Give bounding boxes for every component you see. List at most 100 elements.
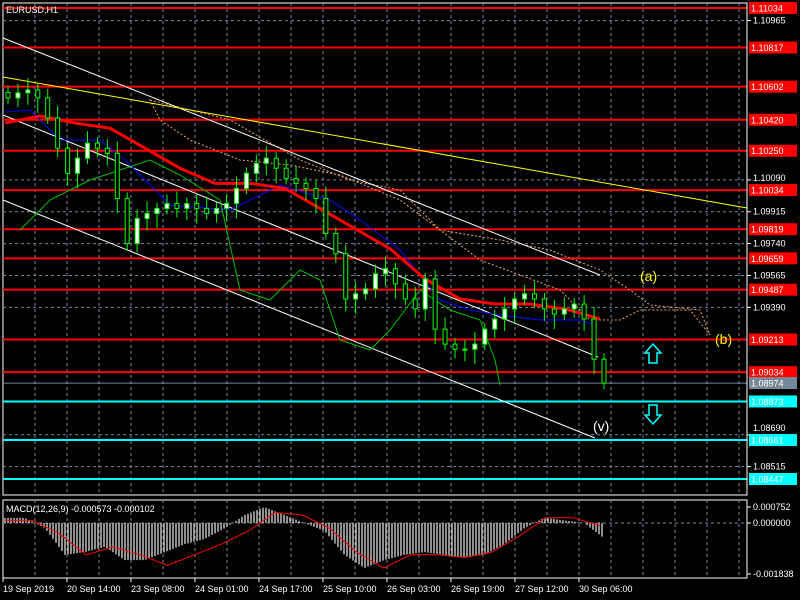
time-tick-label: 30 Sep 06:00 [579, 584, 633, 594]
price-axis: 1.10965 1.10090 1.09915 1.09740 1.09565 1.093… [746, 3, 786, 495]
candle-body [422, 278, 428, 310]
price-level-label: 1.09659 [751, 254, 784, 264]
candle-body [432, 278, 438, 330]
candle-body [541, 298, 547, 310]
price-tick-label: 1.09915 [753, 207, 786, 217]
candle-body [492, 318, 498, 330]
chart-title: EURUSD,H1 [6, 5, 58, 15]
price-tick-label: 1.08690 [753, 423, 786, 433]
price-level-label-bg [749, 184, 797, 197]
time-tick-label: 19 Sep 2019 [3, 584, 54, 594]
price-level-label: 1.08447 [751, 475, 784, 485]
price-level-label: 1.10250 [751, 146, 784, 156]
candle-body [224, 203, 230, 209]
candle-body [343, 253, 349, 300]
candle-body [452, 343, 458, 350]
price-level-label-bg [749, 377, 797, 390]
candle-body [65, 147, 71, 174]
price-tick-label: 1.09390 [753, 302, 786, 312]
candle-body [124, 197, 130, 245]
price-level-label-bg [749, 283, 797, 296]
candle-body [104, 147, 110, 154]
moving-average-line [4, 114, 601, 321]
ichimoku-cloud [149, 99, 711, 336]
time-tick-label: 24 Sep 01:00 [195, 584, 249, 594]
macd-pane: 0.000752 0.000000 -0.001838 [3, 502, 794, 579]
chikou-line [19, 159, 501, 386]
candle-body [283, 167, 289, 179]
candle-body [75, 157, 81, 174]
price-level-label-bg [749, 252, 797, 265]
channel-middle-line[interactable] [2, 114, 599, 358]
candle-body [502, 308, 508, 320]
candle-body [253, 162, 259, 174]
time-tick-label: 24 Sep 17:00 [259, 584, 313, 594]
channel-upper-line[interactable] [2, 37, 601, 276]
price-level-label-bg [749, 366, 797, 379]
channel-lower-line[interactable] [2, 199, 596, 439]
candle-body [154, 207, 160, 215]
candle-body [45, 97, 51, 119]
candle-body [114, 152, 120, 199]
candle-body [382, 268, 388, 275]
price-level-label: 1.09213 [751, 335, 784, 345]
price-level-label-bg [749, 144, 797, 157]
candle-body [263, 157, 269, 164]
price-level-label-bg [749, 434, 797, 447]
candle-body [333, 233, 339, 255]
time-axis: 19 Sep 2019 20 Sep 14:00 23 Sep 08:00 24 Se… [2, 578, 633, 594]
wave-label-v: (v) [593, 418, 609, 434]
candles [5, 77, 607, 390]
candle-body [561, 308, 567, 315]
candle-body [84, 142, 90, 159]
candle-body [601, 358, 607, 384]
price-level-label: 1.08661 [751, 436, 784, 446]
candle-body [581, 303, 587, 320]
candle-body [25, 89, 31, 94]
candle-body [233, 187, 239, 205]
arrow-down-icon [643, 404, 663, 426]
price-tick-label: 1.09740 [753, 239, 786, 249]
price-level-label: 1.10602 [751, 82, 784, 92]
candle-body [462, 348, 468, 351]
macd-pane-frame [2, 499, 748, 579]
candle-body [482, 328, 488, 345]
candle-body [531, 293, 537, 300]
time-tick-label: 26 Sep 03:00 [387, 584, 441, 594]
indicator-lines [2, 37, 748, 439]
candle-body [402, 283, 408, 300]
candle-body [144, 213, 150, 219]
candle-body [373, 273, 379, 290]
candle-body [512, 298, 518, 310]
candle-body [204, 207, 210, 215]
price-tick-label: 1.10965 [753, 16, 786, 26]
candle-body [363, 288, 369, 295]
price-level-label-bg [749, 113, 797, 126]
price-level-label: 1.09034 [751, 368, 784, 378]
candle-body [442, 328, 448, 345]
price-level-label: 1.09487 [751, 285, 784, 295]
time-tick-label: 23 Sep 08:00 [131, 584, 185, 594]
candle-body [591, 318, 597, 360]
candle-body [551, 308, 557, 315]
price-level-label-bg [749, 80, 797, 93]
price-level-label: 1.10420 [751, 115, 784, 125]
price-level-label-bg [749, 395, 797, 408]
price-level-label-bg [749, 473, 797, 486]
candle-body [353, 293, 359, 300]
macd-tick-label: 0.000752 [753, 502, 791, 512]
candle-body [15, 92, 21, 99]
price-level-label-bg [749, 223, 797, 236]
candle-body [164, 203, 170, 209]
price-level-label: 1.11034 [751, 4, 783, 14]
trend-line[interactable] [2, 76, 748, 209]
candle-body [522, 293, 528, 300]
macd-tick-label: -0.001838 [753, 569, 794, 579]
candle-body [5, 91, 11, 99]
price-level-label: 1.08974 [751, 379, 784, 389]
candle-body [184, 203, 190, 209]
macd-tick-label: 0.000000 [753, 518, 791, 528]
candle-body [134, 217, 140, 245]
main-pane-frame [2, 2, 748, 496]
